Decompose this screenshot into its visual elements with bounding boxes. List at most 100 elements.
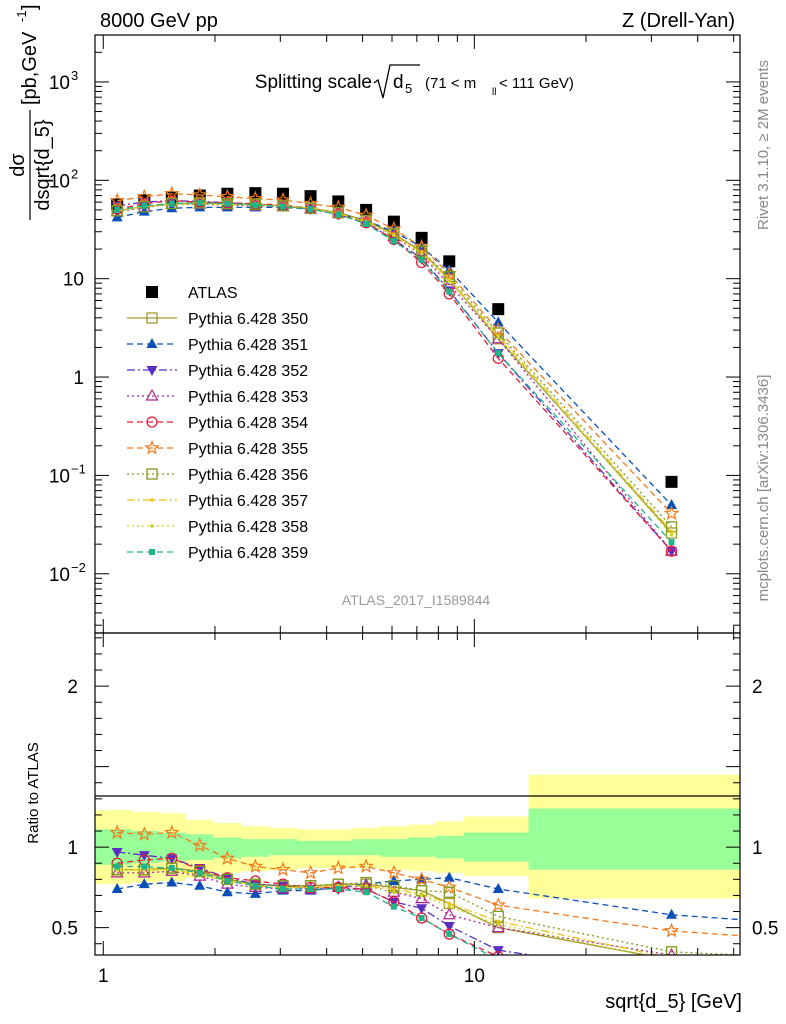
ylabel-denominator: dsqrt{d_5} [32,119,54,211]
legend-marker [146,468,158,480]
ratio-point [386,864,402,880]
ratio-point [388,874,400,885]
legend-label: Pythia 6.428 357 [188,493,308,510]
ratio-y-tick-label: 2 [67,677,78,698]
ratio-point [415,912,428,924]
ratio-point [496,922,501,927]
data-point [111,205,123,217]
legend-label: Pythia 6.428 352 [188,363,308,380]
data-point [166,202,178,213]
data-point [136,188,153,204]
data-point [415,245,428,257]
ratio-point [392,890,396,895]
data-point [307,206,314,213]
ratio-point [496,919,501,923]
data-point [219,188,236,204]
ratio-point [363,889,370,896]
data-point [443,255,456,268]
data-point [666,499,678,510]
ratio-point [192,837,208,853]
legend-label: Pythia 6.428 354 [188,415,308,432]
y-tick-label: 10 [49,73,70,94]
data-point [138,205,150,216]
legend-label: Pythia 6.428 359 [188,545,308,562]
ratio-line [117,867,650,955]
rivet-version-label: Rivet 3.1.10, ≥ 2M events [755,60,772,230]
ratio-point [669,975,675,981]
ratio-point [442,907,456,920]
header-right: Z (Drell-Yan) [622,10,735,32]
ratio-point [670,956,674,960]
data-point [164,185,180,201]
y-tick-label: 10 [63,270,84,291]
ratio-point [447,901,452,906]
legend-marker [146,366,158,376]
ratio-point [109,824,125,840]
data-point [665,475,678,488]
title-sqrt-d: d [393,72,404,93]
ratio-point [665,954,678,955]
ratio-panel: 0.5 0.5 1 1 2 2 1 10 Ratio to ATLAS sqrt{d_5} … [25,632,778,1013]
data-point [247,190,264,206]
ratio-line [117,869,660,955]
ratio-point [224,877,231,884]
ratio-point [666,908,678,919]
ratio-point [110,865,124,878]
ratio-point [166,876,178,887]
data-point [663,505,680,521]
legend-entry: Pythia 6.428 355 [127,439,308,458]
data-point [492,303,505,316]
ylabel-numerator: dσ [7,153,29,177]
y-tick-label: 10 [49,565,70,586]
data-point [335,211,342,218]
data-point [669,532,674,537]
ratio-point [221,886,233,897]
data-point [413,238,430,254]
ratio-point [418,914,425,921]
data-point [665,543,679,556]
legend-marker [146,312,158,324]
ratio-band-stat [95,808,740,870]
analysis-watermark: ATLAS_2017_I1589844 [342,592,491,608]
legend-marker [145,388,159,401]
legend-entry: ATLAS [146,285,238,302]
ratio-point [670,960,674,964]
ratio-point [495,957,501,963]
data-point [358,207,374,222]
data-point [669,529,674,534]
ratio-point [446,931,453,938]
y-tick-label: 1 [73,368,84,389]
ratio-point [302,864,319,880]
data-point [446,288,453,295]
ratio-line [117,867,740,955]
legend: ATLAS Pythia 6.428 350 Pythia 6.428 351 Pyt… [127,285,308,562]
ratio-point [307,885,314,892]
data-point [168,200,175,207]
header-left: 8000 GeV pp [100,10,218,32]
ratio-point [136,826,153,841]
ratio-point [358,858,374,874]
ylabel-units-close: ] [19,4,41,10]
ratio-point [665,946,678,955]
y-tick-label-exponent: −2 [71,560,86,575]
data-point [196,199,203,206]
ratio-point [196,869,203,876]
ratio-point [492,950,504,955]
ratio-point [330,859,347,875]
ratio-point [443,871,455,882]
legend-label: Pythia 6.428 351 [188,337,308,354]
legend-marker [149,549,155,555]
data-point [330,199,347,215]
data-point [419,251,424,256]
legend-label: Pythia 6.428 356 [188,467,308,484]
ratio-line [117,851,535,955]
legend-marker [146,286,158,298]
ratio-point [279,885,286,892]
data-point [363,220,370,227]
ratio-point [247,858,264,874]
title-range-sub: ll [492,87,496,98]
ratio-point [390,903,397,910]
data-point [668,539,675,546]
ratio-line [117,870,686,955]
data-point [224,200,231,207]
